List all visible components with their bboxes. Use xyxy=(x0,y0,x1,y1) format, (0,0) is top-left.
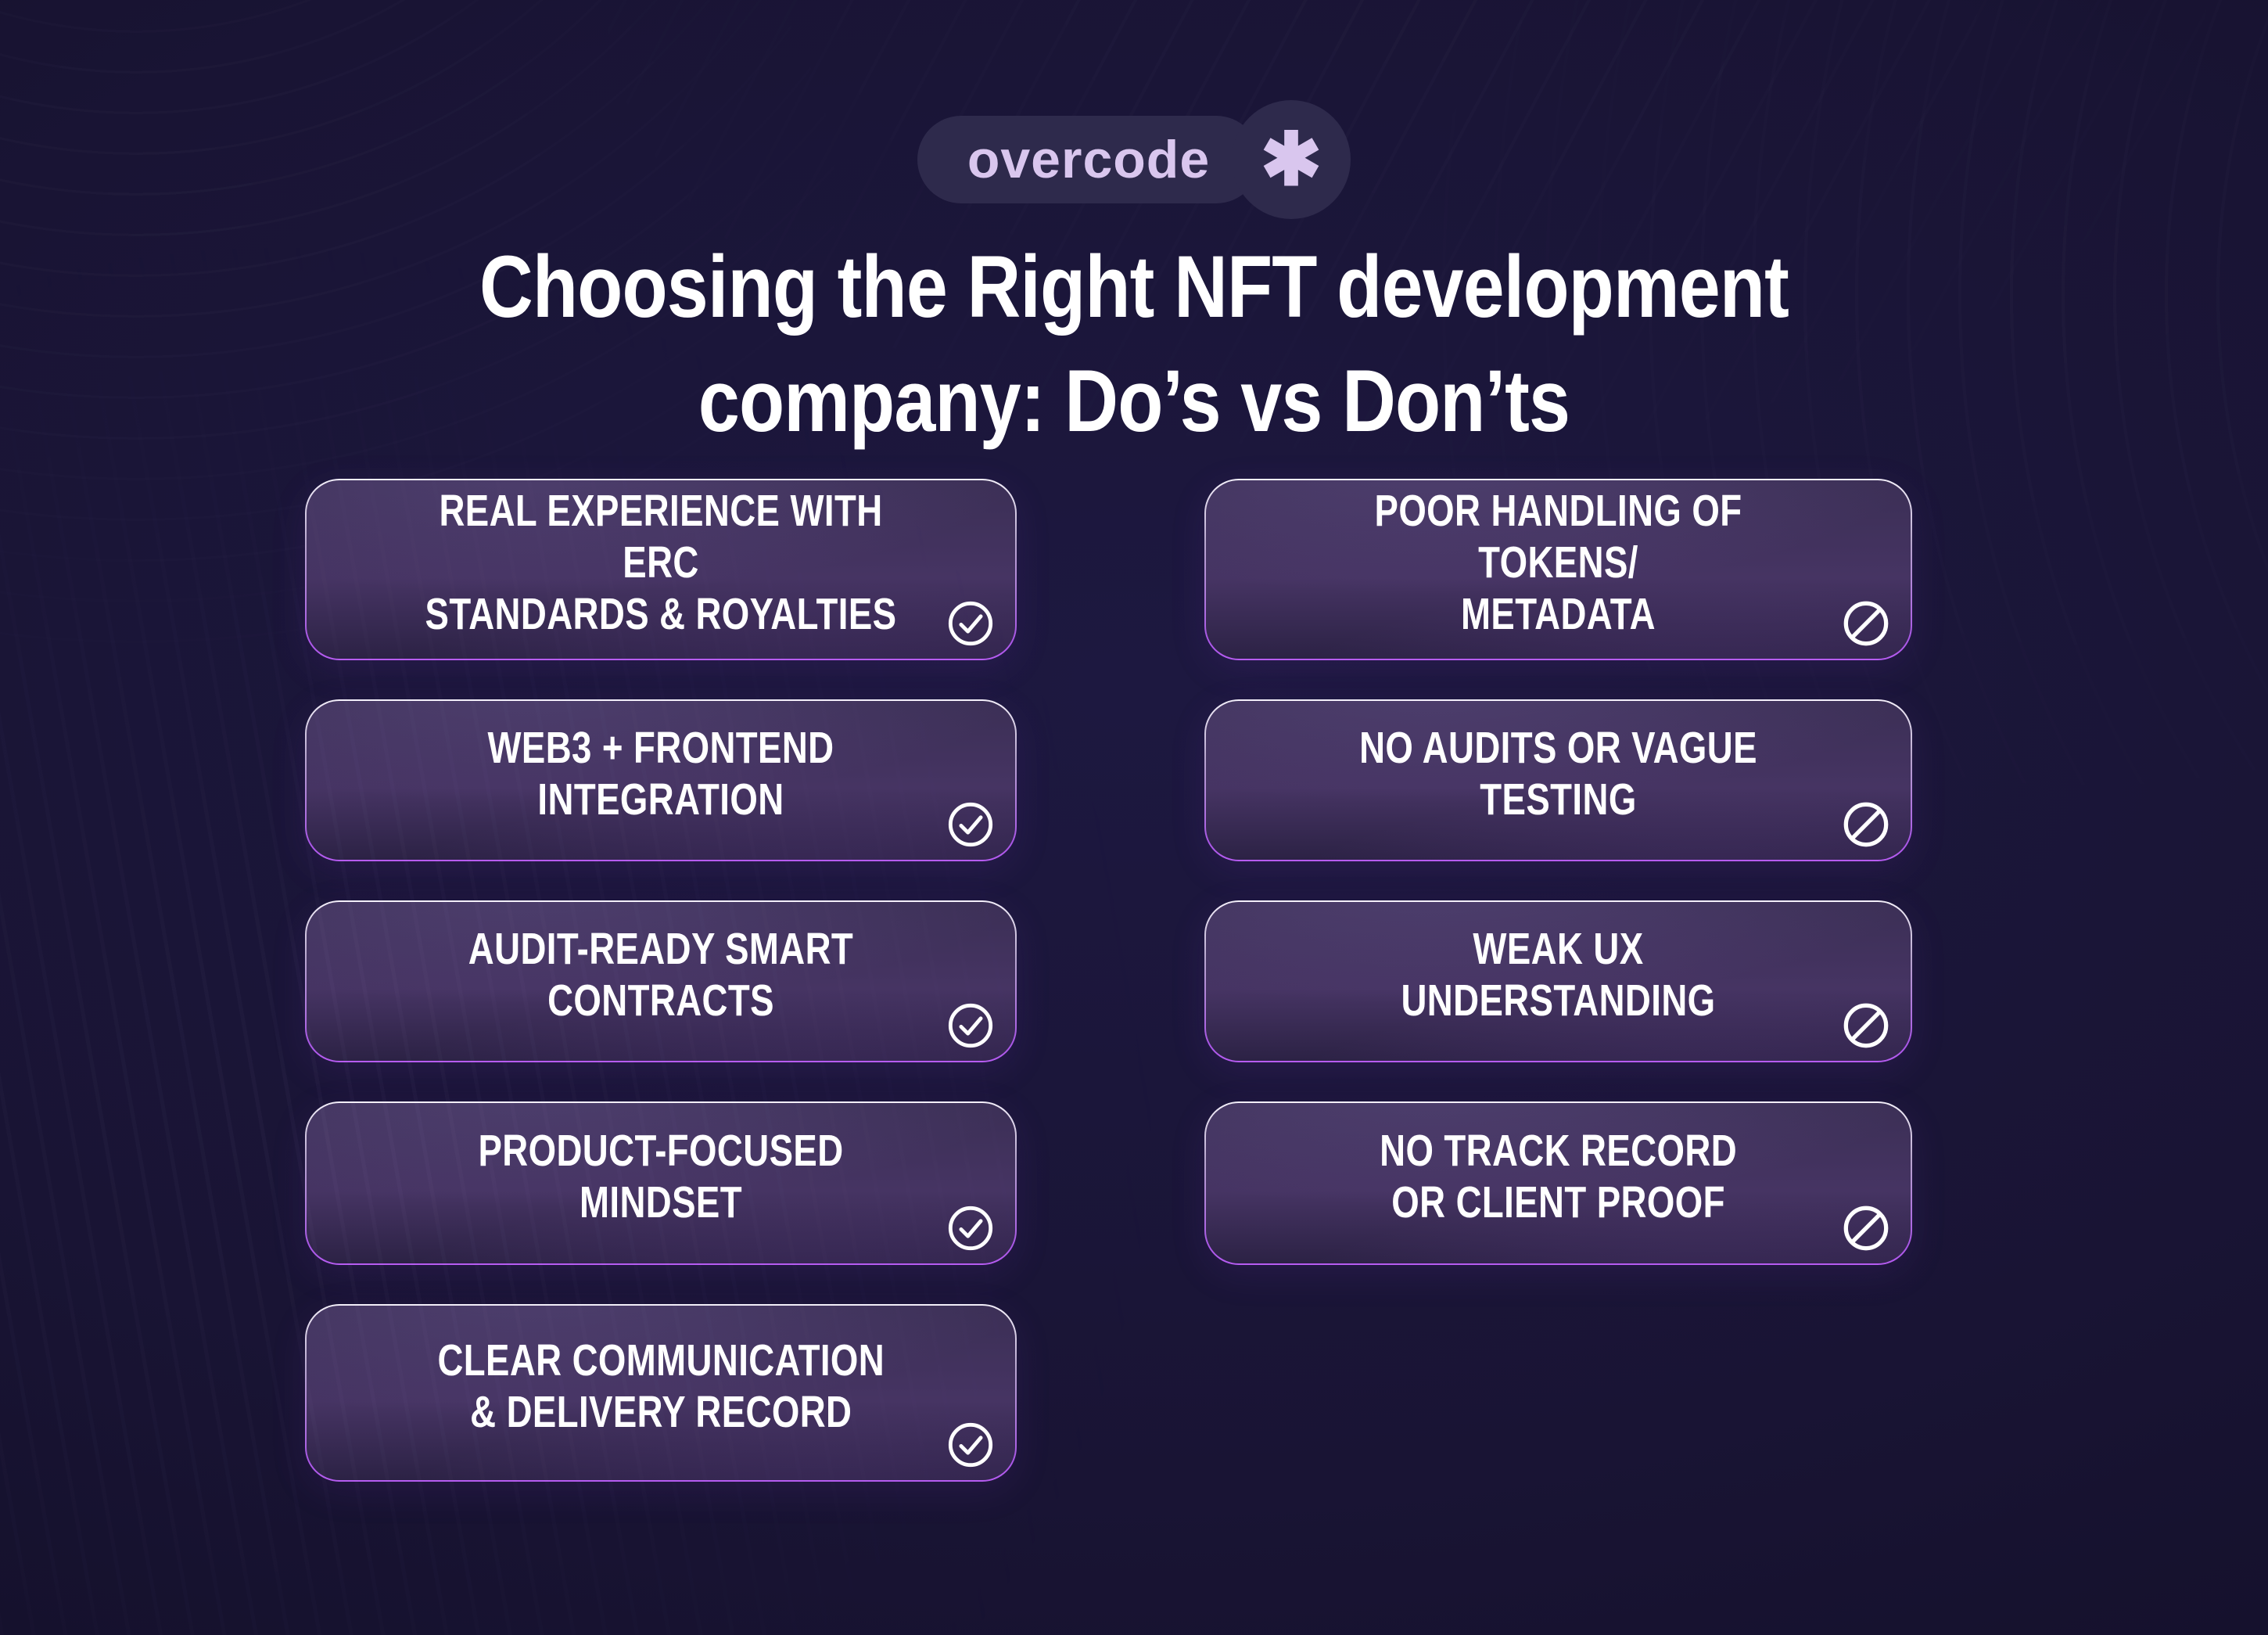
check-circle-icon xyxy=(946,800,995,849)
cards-grid: REAL EXPERIENCE WITH ERC STANDARDS & ROY… xyxy=(305,479,1912,1482)
dont-card-token-metadata: POOR HANDLING OF TOKENS/ METADATA xyxy=(1204,479,1912,660)
prohibition-icon xyxy=(1842,800,1890,849)
logo-asterisk-circle: ✱ xyxy=(1232,100,1351,219)
dont-card-no-audits: NO AUDITS OR VAGUE TESTING xyxy=(1204,699,1912,861)
title-line-2: company: Do’s vs Don’ts xyxy=(698,352,1570,450)
do-card-web3-frontend: WEB3 + FRONTEND INTEGRATION xyxy=(305,699,1017,861)
asterisk-icon: ✱ xyxy=(1260,118,1322,200)
card-label: CLEAR COMMUNICATION & DELIVERY RECORD xyxy=(437,1335,885,1437)
logo-badge: overcode ✱ xyxy=(917,100,1351,219)
prohibition-icon xyxy=(1842,1204,1890,1252)
card-label: NO TRACK RECORD OR CLIENT PROOF xyxy=(1380,1125,1737,1227)
prohibition-icon xyxy=(1842,599,1890,648)
title-line-1: Choosing the Right NFT development xyxy=(479,238,1789,336)
card-label: REAL EXPERIENCE WITH ERC STANDARDS & ROY… xyxy=(425,486,897,639)
card-label: NO AUDITS OR VAGUE TESTING xyxy=(1359,722,1757,825)
check-circle-icon xyxy=(946,1001,995,1050)
card-label: PRODUCT-FOCUSED MINDSET xyxy=(478,1125,844,1227)
do-card-clear-communication: CLEAR COMMUNICATION & DELIVERY RECORD xyxy=(305,1304,1017,1482)
logo-text: overcode xyxy=(967,130,1211,189)
dont-card-weak-ux: WEAK UX UNDERSTANDING xyxy=(1204,900,1912,1062)
check-circle-icon xyxy=(946,599,995,648)
card-label: WEB3 + FRONTEND INTEGRATION xyxy=(487,722,834,825)
do-card-audit-ready: AUDIT-READY SMART CONTRACTS xyxy=(305,900,1017,1062)
card-label: WEAK UX UNDERSTANDING xyxy=(1401,923,1716,1026)
page-title: Choosing the Right NFT development compa… xyxy=(170,230,2098,458)
prohibition-icon xyxy=(1842,1001,1890,1050)
dont-card-no-track-record: NO TRACK RECORD OR CLIENT PROOF xyxy=(1204,1101,1912,1265)
do-card-product-mindset: PRODUCT-FOCUSED MINDSET xyxy=(305,1101,1017,1265)
logo-pill: overcode xyxy=(917,116,1260,203)
check-circle-icon xyxy=(946,1204,995,1252)
do-card-erc-experience: REAL EXPERIENCE WITH ERC STANDARDS & ROY… xyxy=(305,479,1017,660)
check-circle-icon xyxy=(946,1421,995,1469)
card-label: AUDIT-READY SMART CONTRACTS xyxy=(468,923,854,1026)
card-label: POOR HANDLING OF TOKENS/ METADATA xyxy=(1374,486,1742,639)
